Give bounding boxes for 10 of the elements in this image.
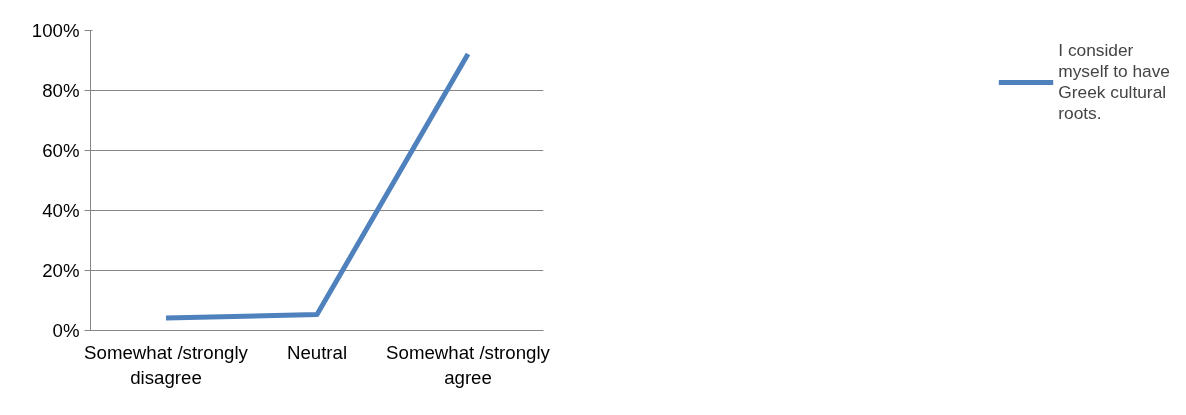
y-tick-label: 80% <box>42 80 80 101</box>
y-tick-label: 40% <box>42 200 80 221</box>
y-tick-label: 100% <box>31 20 80 41</box>
y-tick-label: 60% <box>42 140 80 161</box>
legend-label: I consider myself to have Greek cultural roots. <box>1058 40 1170 124</box>
x-tick-label: Neutral <box>286 341 348 363</box>
y-tick-label: 0% <box>52 320 80 341</box>
x-tick-label: Somewhat /strongly agree <box>386 341 551 388</box>
x-tick-label: Somewhat /strongly disagree <box>84 341 249 388</box>
y-tick-label: 20% <box>42 260 80 281</box>
